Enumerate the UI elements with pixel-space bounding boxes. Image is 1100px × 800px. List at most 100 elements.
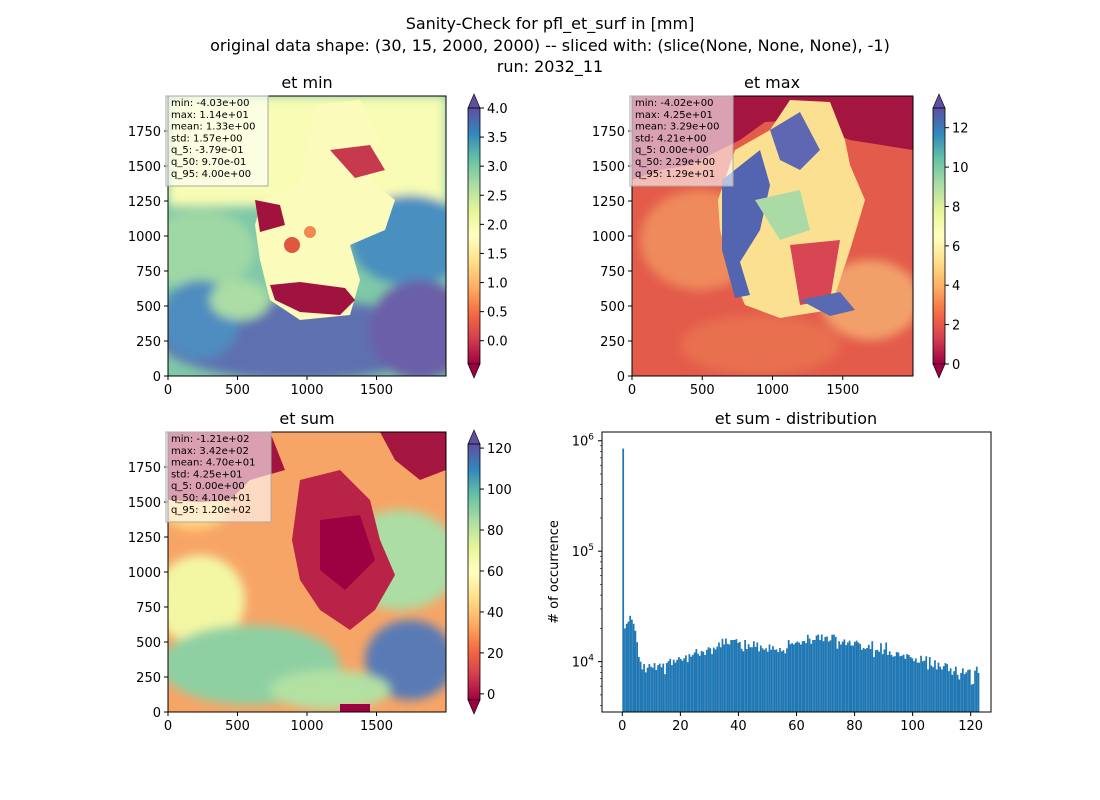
histogram-bar [711, 654, 713, 712]
histogram-bar [968, 669, 971, 712]
histogram-bar [625, 623, 628, 712]
y-tick-label: 500 [136, 636, 161, 651]
panel-et-sum: et sum 0 500 1000 1500 02505007501000125015… [128, 409, 512, 734]
histogram-bar [629, 615, 632, 712]
histogram-bar [712, 647, 715, 712]
histogram-bar [829, 640, 832, 712]
histogram-bar [784, 653, 787, 712]
histogram-bar [756, 642, 759, 712]
colorbar-tick-label: 1.0 [487, 277, 508, 292]
histogram-bar [881, 654, 884, 712]
histogram-bar [866, 647, 868, 712]
colorbar-extend-max [932, 93, 946, 109]
colorbar-tick-label: 60 [487, 565, 504, 580]
y-tick-label: 250 [136, 671, 161, 686]
stats-line: min: -4.02e+00 [635, 98, 714, 109]
histogram-bar [725, 638, 727, 712]
histogram-bar [961, 668, 964, 712]
histogram-bar [970, 684, 973, 712]
y-tick-label: 1500 [128, 496, 161, 511]
histogram-bar [655, 670, 658, 712]
x-tick-label: 1000 [290, 719, 323, 734]
histogram-bar [739, 641, 741, 712]
figure-title-line-1: Sanity-Check for pfl_et_surf in [mm] [406, 14, 695, 34]
histogram-bar [853, 641, 856, 712]
histogram-bar [928, 657, 931, 712]
panel-et-min: et min 0 500 1000 1500 0 250 500 750 1000 1250 15… [128, 73, 508, 398]
y-tick-label: 105 [572, 543, 594, 560]
histogram-bar [624, 628, 626, 712]
histogram-bar [975, 666, 978, 712]
histogram-bar [937, 662, 940, 712]
histogram-bar [686, 662, 689, 712]
histogram-bar [721, 638, 724, 712]
histogram-bar [909, 657, 912, 712]
stats-line: max: 3.42e+02 [171, 446, 249, 457]
colorbar-tick-label: 6 [952, 240, 960, 255]
histogram-bar [780, 651, 783, 712]
y-tick-label: 104 [572, 654, 595, 671]
histogram-bar [777, 652, 780, 712]
colorbar-extend-min [467, 363, 481, 379]
histogram-bar [775, 649, 778, 712]
histogram-bar [848, 640, 851, 712]
histogram-bar [862, 647, 865, 712]
histogram-bar [880, 643, 882, 712]
histogram-bar [676, 659, 679, 712]
colorbar-tick-label: 100 [487, 483, 512, 498]
x-tick-label: 20 [672, 719, 689, 734]
histogram-bar [972, 683, 975, 712]
histogram-bar [643, 664, 645, 712]
panel-title: et max [744, 73, 800, 92]
histogram-bar [791, 643, 794, 712]
histogram-bar [773, 649, 776, 712]
y-axis-label: # of occurrence [547, 520, 562, 624]
histogram-bar [709, 648, 712, 712]
histogram-bar [921, 661, 924, 712]
histogram-bar [732, 640, 734, 712]
histogram-bar [860, 649, 863, 712]
histogram-bar [730, 640, 733, 712]
y-tick-label: 1000 [128, 230, 161, 245]
y-tick-label: 750 [136, 601, 161, 616]
histogram-bar [914, 658, 917, 712]
colorbar-tick-label: 1.5 [487, 247, 508, 262]
histogram-bar [683, 658, 686, 712]
colorbar-tick-label: 120 [487, 442, 512, 457]
x-tick-label: 120 [958, 719, 983, 734]
y-tick-label: 250 [600, 335, 625, 350]
colorbar: 0 20 40 60 80 100 120 [467, 429, 512, 715]
histogram-bar [779, 647, 781, 712]
histogram-bar [958, 679, 961, 712]
y-tick-label: 1000 [128, 566, 161, 581]
histogram-bar [674, 662, 677, 712]
histogram-bar [772, 646, 774, 712]
y-tick-label: 1000 [592, 230, 625, 245]
histogram-bar [782, 650, 785, 712]
x-axis: 0 20 40 60 80 100 120 [618, 712, 983, 734]
histogram-bar [894, 656, 896, 712]
histogram-bar [901, 655, 903, 712]
y-axis: 0 250 500 750 1000 1250 1500 1750 [128, 461, 168, 721]
stats-line: q_95: 1.20e+02 [171, 505, 251, 516]
histogram-bar [765, 648, 767, 712]
histogram-bar [679, 658, 682, 712]
histogram-bar [920, 655, 922, 712]
histogram-bar [878, 651, 881, 712]
histogram-bar [946, 664, 949, 712]
histogram-bar [707, 647, 710, 712]
histogram-bar [737, 642, 740, 712]
y-tick-label: 500 [136, 300, 161, 315]
histogram-bar [794, 642, 797, 712]
heatmap-image [168, 96, 446, 376]
histogram-bar [960, 672, 962, 712]
histogram-bar [867, 644, 870, 712]
histogram-bar [888, 651, 891, 712]
histogram-bar [671, 665, 673, 712]
histogram-bar [902, 654, 905, 712]
histogram-bar [669, 658, 672, 712]
histogram-bar [718, 642, 720, 712]
histogram-bar [798, 642, 800, 712]
stats-line: q_50: 2.29e+00 [635, 157, 715, 168]
histogram-bar [813, 640, 816, 712]
